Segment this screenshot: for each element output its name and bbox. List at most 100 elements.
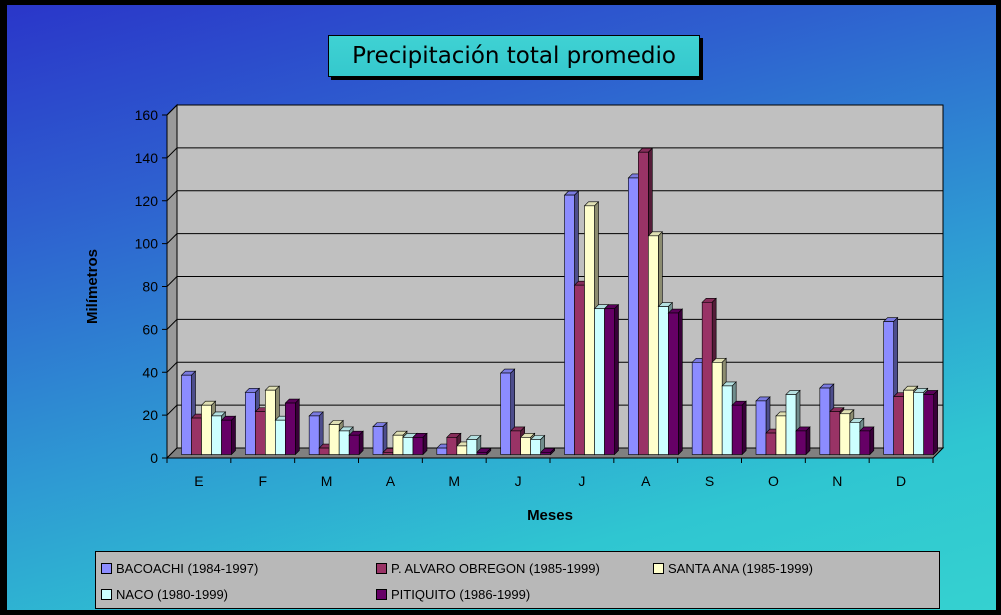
y-tick-label: 100: [135, 236, 159, 252]
bar: [668, 312, 679, 455]
x-tick-label: O: [768, 473, 779, 489]
bar: [510, 430, 521, 455]
chart-plot: 0 20 40 60 80 100 120 140 160 E F M A M J J A S O N D Meses Mi…: [84, 103, 945, 524]
bar: [402, 437, 414, 455]
legend-label: BACOACHI (1984-1997): [116, 561, 259, 576]
bar: [456, 445, 468, 455]
bar-side: [869, 426, 875, 456]
y-tick-label: 140: [135, 150, 159, 166]
bar: [540, 452, 551, 455]
legend-label: SANTA ANA (1985-1999): [668, 561, 814, 576]
bar: [795, 430, 807, 455]
legend-item: P. ALVARO OBREGON (1985-1999): [376, 561, 600, 576]
chart-title: Precipitación total promedio: [328, 35, 700, 77]
legend-swatch: [101, 563, 112, 574]
legend-item: PITIQUITO (1986-1999): [376, 587, 530, 602]
bar: [446, 437, 458, 455]
bar: [628, 177, 639, 455]
bar: [348, 434, 360, 455]
y-tick-label: 40: [142, 364, 158, 380]
x-tick-label: A: [386, 473, 396, 489]
y-tick-label: 20: [142, 407, 158, 423]
bar: [721, 385, 733, 455]
bar: [765, 432, 777, 455]
x-tick-label: M: [321, 473, 333, 489]
gridline: [166, 233, 178, 244]
bar: [285, 402, 296, 455]
gridline: [166, 104, 178, 116]
y-tick-label: 60: [142, 321, 158, 337]
bar: [775, 415, 787, 455]
bar-side: [614, 304, 619, 456]
bar: [903, 389, 914, 455]
legend-item: BACOACHI (1984-1997): [101, 561, 258, 576]
gridline: [166, 147, 178, 159]
bar: [883, 321, 894, 455]
x-tick-label: J: [515, 473, 522, 489]
y-tick-label: 120: [135, 193, 159, 209]
bar: [412, 437, 424, 455]
bar-side: [933, 389, 938, 456]
x-axis-title: Meses: [527, 507, 573, 524]
legend-swatch: [101, 589, 112, 600]
bar: [604, 308, 615, 455]
bar: [829, 411, 841, 455]
bar: [564, 194, 575, 455]
bar-side: [805, 426, 811, 456]
bar: [691, 362, 703, 455]
bar: [476, 452, 488, 455]
bar: [318, 447, 330, 455]
bar-side: [422, 432, 428, 456]
chart-legend: BACOACHI (1984-1997) P. ALVARO OBREGON (…: [95, 551, 940, 609]
x-tick-label: A: [641, 473, 651, 489]
gridline: [166, 319, 178, 330]
gridline: [166, 276, 178, 287]
bar: [819, 387, 831, 455]
gridline: [166, 361, 178, 373]
bar-side: [231, 415, 236, 456]
bar: [701, 301, 713, 455]
x-tick-label: F: [258, 473, 267, 489]
bar: [181, 374, 192, 455]
bar: [913, 392, 924, 455]
bar: [338, 430, 350, 455]
chart-frame: 0 20 40 60 80 100 120 140 160 E F M A M J J A S O N D Meses Mi…: [6, 4, 997, 611]
bar: [574, 284, 585, 455]
bar: [500, 372, 511, 455]
bar: [530, 439, 541, 455]
bar: [328, 424, 340, 455]
x-tick-label: D: [896, 473, 906, 489]
y-axis-title: Milímetros: [84, 249, 101, 324]
bar: [785, 394, 797, 455]
bar: [255, 411, 266, 455]
gridline: [166, 190, 178, 202]
bar: [372, 426, 384, 455]
bar: [201, 404, 212, 455]
bar: [893, 396, 904, 455]
legend-item: SANTA ANA (1985-1999): [653, 561, 813, 576]
x-tick-label: J: [578, 473, 585, 489]
legend-label: NACO (1980-1999): [116, 587, 228, 602]
bar: [648, 235, 659, 455]
bar: [658, 306, 669, 455]
bar: [849, 422, 861, 455]
y-tick-label: 0: [150, 450, 158, 466]
bar: [520, 437, 531, 455]
bar-side: [678, 308, 683, 456]
bar: [221, 419, 232, 455]
y-tick-label: 80: [142, 279, 158, 295]
bar-side: [358, 430, 364, 456]
bar: [436, 447, 448, 455]
gridline: [166, 404, 178, 416]
bar: [211, 415, 222, 455]
bar: [382, 452, 394, 455]
bar: [923, 394, 934, 455]
x-tick-label: S: [705, 473, 714, 489]
legend-swatch: [376, 589, 387, 600]
bar: [466, 439, 478, 455]
bar: [275, 419, 286, 455]
bar: [392, 434, 404, 455]
bar-side: [741, 400, 747, 456]
legend-item: NACO (1980-1999): [101, 587, 228, 602]
bar: [638, 151, 649, 455]
